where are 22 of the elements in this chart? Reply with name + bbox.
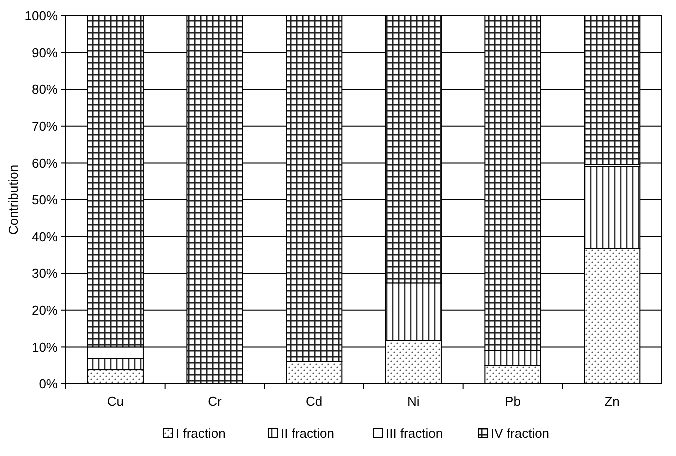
legend-label: I fraction [176,426,226,441]
y-tick-label: 90% [32,45,58,60]
y-tick-label: 60% [32,156,58,171]
y-tick-label: 40% [32,229,58,244]
x-tick-label: Cu [107,394,124,409]
x-tick-label: Zn [604,394,620,409]
x-tick-label: Cr [208,394,223,409]
legend-label: II fraction [281,426,334,441]
x-tick-label: Cd [306,394,323,409]
y-tick-label: 30% [32,266,58,282]
y-tick-label: 10% [32,340,58,355]
y-tick-label: 0% [39,376,58,392]
y-tick-label: 50% [32,192,58,208]
y-axis-title: Contribution [6,164,21,236]
legend-label: IV fraction [491,426,550,441]
y-tick-label: 100% [24,8,58,24]
x-tick-label: Ni [408,394,420,409]
y-tick-label: 70% [32,118,58,134]
y-tick-label: 20% [32,302,58,318]
y-tick-label: 80% [32,82,58,98]
x-tick-label: Pb [505,394,521,409]
legend-label: III fraction [386,426,444,441]
